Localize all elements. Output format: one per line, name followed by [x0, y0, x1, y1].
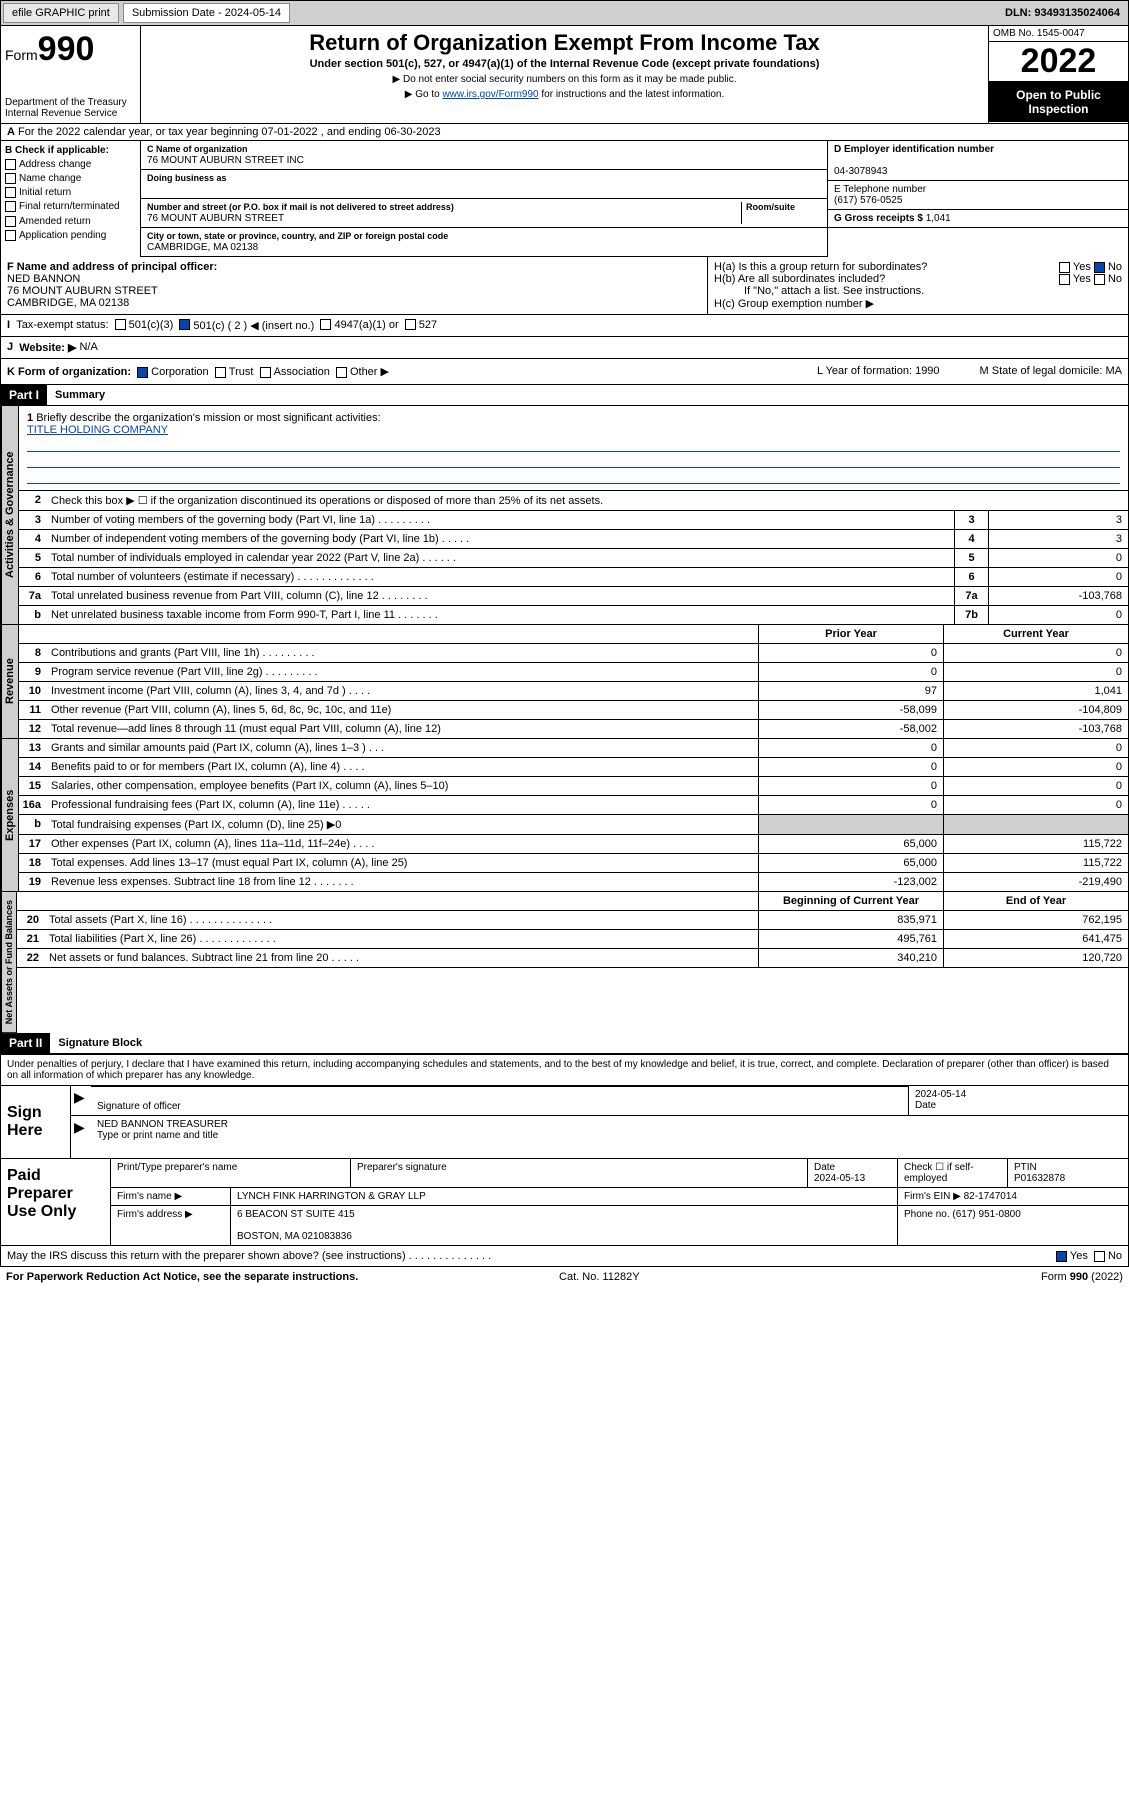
summary-row-4: 4Number of independent voting members of… — [19, 530, 1128, 549]
checkbox-final-return-terminated[interactable]: Final return/terminated — [5, 201, 136, 212]
org-name: 76 MOUNT AUBURN STREET INC — [147, 155, 304, 166]
summary-row-8: 8Contributions and grants (Part VIII, li… — [19, 644, 1128, 663]
year-formation: L Year of formation: 1990 — [817, 365, 940, 378]
summary-row-6: 6Total number of volunteers (estimate if… — [19, 568, 1128, 587]
page-footer: For Paperwork Reduction Act Notice, see … — [0, 1267, 1129, 1287]
tax-year: 2022 — [989, 42, 1128, 82]
sig-declaration: Under penalties of perjury, I declare th… — [0, 1054, 1129, 1085]
part-i-bar: Part I Summary — [0, 385, 1129, 406]
mission-text: TITLE HOLDING COMPANY — [27, 424, 168, 436]
website: N/A — [79, 341, 97, 354]
row-fh: F Name and address of principal officer:… — [0, 257, 1129, 315]
vtab-revenue: Revenue — [1, 625, 19, 739]
dln: DLN: 93493135024064 — [1005, 7, 1126, 19]
omb-number: OMB No. 1545-0047 — [989, 26, 1128, 42]
form-subtitle: Under section 501(c), 527, or 4947(a)(1)… — [145, 58, 984, 70]
summary-row-14: 14Benefits paid to or for members (Part … — [19, 758, 1128, 777]
summary-row-b: bTotal fundraising expenses (Part IX, co… — [19, 815, 1128, 835]
may-discuss-row: May the IRS discuss this return with the… — [0, 1246, 1129, 1267]
summary-row-10: 10Investment income (Part VIII, column (… — [19, 682, 1128, 701]
part-ii-bar: Part II Signature Block — [0, 1033, 1129, 1054]
summary-row-21: 21Total liabilities (Part X, line 26) . … — [17, 930, 1128, 949]
summary-row-12: 12Total revenue—add lines 8 through 11 (… — [19, 720, 1128, 739]
checkbox-initial-return[interactable]: Initial return — [5, 187, 136, 198]
efile-print-button[interactable]: efile GRAPHIC print — [3, 3, 119, 23]
vtab-expenses: Expenses — [1, 739, 19, 892]
gross-receipts: 1,041 — [926, 213, 951, 224]
form-title: Return of Organization Exempt From Incom… — [145, 30, 984, 56]
checkbox-amended-return[interactable]: Amended return — [5, 216, 136, 227]
line-a: A For the 2022 calendar year, or tax yea… — [0, 124, 1129, 141]
summary-row-3: 3Number of voting members of the governi… — [19, 511, 1128, 530]
officer-name: NED BANNON — [7, 273, 80, 285]
ptin: P01632878 — [1014, 1173, 1065, 1184]
goto-note: ▶ Go to www.irs.gov/Form990 for instruct… — [145, 89, 984, 100]
summary-row-22: 22Net assets or fund balances. Subtract … — [17, 949, 1128, 968]
summary-row-19: 19Revenue less expenses. Subtract line 1… — [19, 873, 1128, 892]
summary-row-7b: bNet unrelated business taxable income f… — [19, 606, 1128, 625]
row-i: I Tax-exempt status: 501(c)(3) 501(c) ( … — [0, 315, 1129, 337]
org-street: 76 MOUNT AUBURN STREET — [147, 213, 284, 224]
state-domicile: M State of legal domicile: MA — [980, 365, 1122, 378]
summary-row-16a: 16aProfessional fundraising fees (Part I… — [19, 796, 1128, 815]
paid-preparer-block: Paid Preparer Use Only Print/Type prepar… — [0, 1159, 1129, 1246]
dept-label: Department of the Treasury Internal Reve… — [5, 97, 136, 119]
sig-date: 2024-05-14 — [915, 1089, 966, 1100]
summary-row-13: 13Grants and similar amounts paid (Part … — [19, 739, 1128, 758]
summary-row-15: 15Salaries, other compensation, employee… — [19, 777, 1128, 796]
mission-block: 1 Briefly describe the organization's mi… — [19, 406, 1128, 491]
row-j: J Website: ▶ N/A — [0, 337, 1129, 359]
firm-ein: 82-1747014 — [964, 1191, 1017, 1202]
ein: 04-3078943 — [834, 166, 887, 177]
summary-row-20: 20Total assets (Part X, line 16) . . . .… — [17, 911, 1128, 930]
checkbox-address-change[interactable]: Address change — [5, 159, 136, 170]
irs-link[interactable]: www.irs.gov/Form990 — [442, 89, 538, 100]
prep-date: 2024-05-13 — [814, 1173, 865, 1184]
summary-row-7a: 7aTotal unrelated business revenue from … — [19, 587, 1128, 606]
inspection-badge: Open to Public Inspection — [989, 82, 1128, 122]
form-number: Form990 — [5, 30, 136, 69]
checkbox-name-change[interactable]: Name change — [5, 173, 136, 184]
top-bar: efile GRAPHIC print Submission Date - 20… — [0, 0, 1129, 26]
summary-row-17: 17Other expenses (Part IX, column (A), l… — [19, 835, 1128, 854]
form-header: Form990 Department of the Treasury Inter… — [0, 26, 1129, 124]
phone: (617) 576-0525 — [834, 195, 902, 206]
summary-row-5: 5Total number of individuals employed in… — [19, 549, 1128, 568]
org-city: CAMBRIDGE, MA 02138 — [147, 242, 258, 253]
vtab-governance: Activities & Governance — [1, 406, 19, 625]
firm-name: LYNCH FINK HARRINGTON & GRAY LLP — [231, 1188, 898, 1205]
summary-row-18: 18Total expenses. Add lines 13–17 (must … — [19, 854, 1128, 873]
sign-here-block: Sign Here ▶ Signature of officer 2024-05… — [0, 1085, 1129, 1159]
officer-sig-name: NED BANNON TREASURER — [97, 1119, 228, 1130]
firm-phone: (617) 951-0800 — [952, 1209, 1020, 1220]
row-k: K Form of organization: Corporation Trus… — [0, 359, 1129, 385]
vtab-netassets: Net Assets or Fund Balances — [1, 892, 17, 1033]
col-de: D Employer identification number04-30789… — [828, 141, 1128, 257]
summary-row-9: 9Program service revenue (Part VIII, lin… — [19, 663, 1128, 682]
submission-date: Submission Date - 2024-05-14 — [123, 3, 290, 23]
entity-block: B Check if applicable: Address changeNam… — [0, 141, 1129, 257]
col-b: B Check if applicable: Address changeNam… — [1, 141, 141, 257]
col-c: C Name of organization76 MOUNT AUBURN ST… — [141, 141, 828, 257]
summary-row-11: 11Other revenue (Part VIII, column (A), … — [19, 701, 1128, 720]
ssn-note: ▶ Do not enter social security numbers o… — [145, 74, 984, 85]
checkbox-application-pending[interactable]: Application pending — [5, 230, 136, 241]
